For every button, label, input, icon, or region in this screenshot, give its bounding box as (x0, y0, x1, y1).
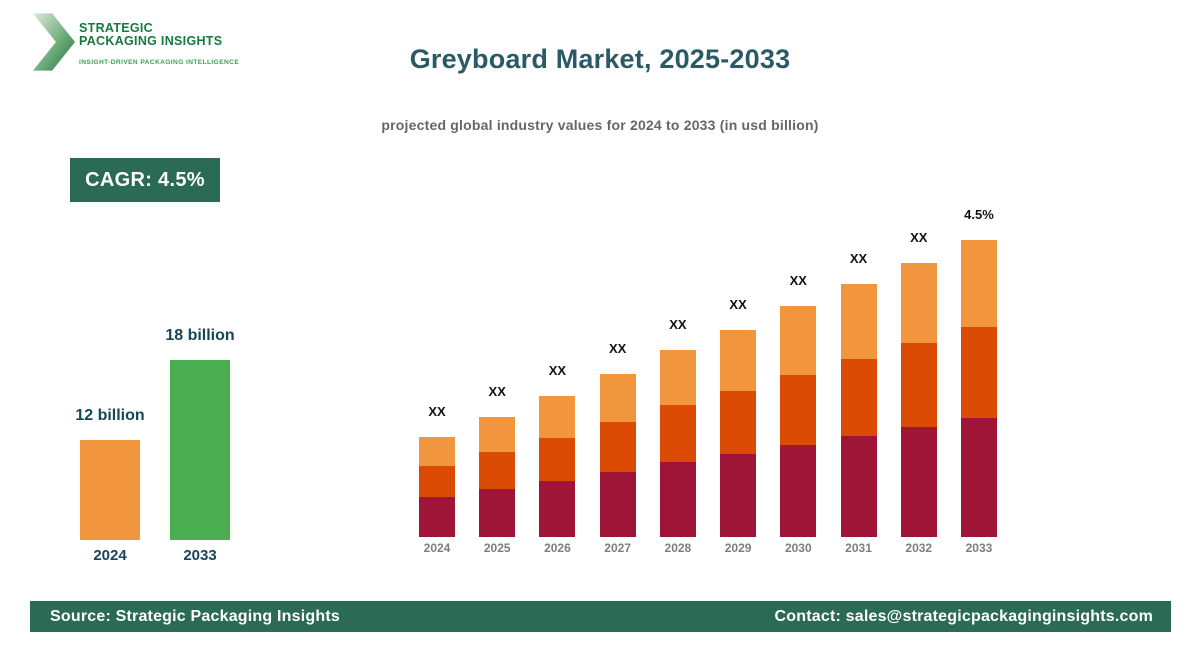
bar-segment-bottom (720, 454, 757, 537)
mini-chart-column-2024: 12 billion 2024 (75, 315, 144, 565)
bar-segment-bottom (599, 472, 636, 537)
stacked-bar-column-2033: 4.5% 2033 (960, 207, 997, 556)
bar-segment-top (900, 263, 937, 343)
stacked-bar-top-label: 4.5% (964, 207, 994, 222)
mini-bar-value-label: 12 billion (75, 407, 145, 424)
bar-segment-middle (659, 405, 696, 462)
page-title: Greyboard Market, 2025-2033 (409, 44, 791, 74)
stacked-bar-top-label: XX (608, 341, 627, 356)
stacked-bar-column-2026: XX 2026 (539, 363, 576, 556)
bar-segment-middle (960, 327, 997, 418)
stacked-bar-top-label: XX (488, 384, 506, 399)
cagr-badge: CAGR: 4.5% (70, 158, 220, 202)
mini-bar-2024 (80, 440, 140, 540)
stacked-bar-top-label: XX (729, 297, 747, 312)
bar-segment-bottom (900, 427, 937, 537)
stacked-bar-top-label: XX (428, 404, 446, 419)
mini-bar-year-label: 2024 (93, 547, 127, 564)
stacked-bar-column-2030: XX 2030 (780, 273, 817, 556)
bar-segment-middle (780, 375, 817, 445)
stacked-bar-column-2027: XX 2027 (599, 341, 636, 556)
stacked-bar-year-label: 2024 (423, 541, 451, 555)
stacked-bar-column-2028: XX 2028 (659, 317, 696, 556)
bar-segment-bottom (479, 489, 516, 537)
stacked-bar-year-label: 2030 (784, 541, 812, 555)
footer-bar: Source: Strategic Packaging Insights Con… (30, 601, 1171, 632)
mini-bar-year-label: 2033 (183, 547, 217, 564)
footer-contact-text: Contact: sales@strategicpackaginginsight… (774, 607, 1153, 625)
stacked-bar-year-label: 2028 (664, 541, 692, 555)
bar-segment-bottom (780, 445, 817, 537)
stacked-bar-top-label: XX (548, 363, 567, 378)
mini-chart-column-2033: 18 billion 2033 (165, 315, 234, 565)
bar-segment-top (720, 330, 757, 391)
stacked-bar-year-label: 2029 (724, 541, 752, 555)
bar-segment-top (539, 396, 576, 438)
stacked-bar-top-label: XX (910, 230, 928, 245)
bar-segment-top (479, 417, 516, 452)
stacked-bar-column-2031: XX 2031 (840, 251, 877, 556)
mini-bar-chart: 12 billion 2024 18 billion 2033 (75, 315, 234, 565)
bar-segment-middle (900, 343, 937, 427)
bar-segment-middle (479, 452, 516, 489)
bar-segment-top (960, 240, 997, 327)
page-subtitle: projected global industry values for 202… (381, 117, 819, 133)
bar-segment-middle (539, 438, 576, 481)
bar-segment-bottom (659, 462, 696, 537)
stacked-bar-top-label: XX (849, 251, 868, 266)
bar-segment-top (840, 284, 877, 359)
mini-bar-2033 (170, 360, 230, 540)
logo-line-1: STRATEGIC (79, 21, 153, 35)
logo-line-2: PACKAGING INSIGHTS (79, 34, 223, 49)
stacked-bar-column-2024: XX 2024 (419, 404, 455, 556)
stacked-bar-column-2025: XX 2025 (479, 384, 516, 556)
stacked-bar-top-label: XX (669, 317, 687, 332)
stacked-bar-column-2032: XX 2032 (900, 230, 937, 556)
bar-segment-top (659, 350, 696, 405)
mini-bar-value-label: 18 billion (165, 327, 235, 344)
bar-segment-top (780, 306, 817, 375)
stacked-bar-year-label: 2031 (845, 541, 872, 555)
bar-segment-middle (720, 391, 757, 454)
stacked-bar-top-label: XX (789, 273, 807, 288)
bar-segment-middle (840, 359, 877, 436)
bar-segment-middle (419, 466, 455, 497)
stacked-bar-year-label: 2025 (483, 541, 511, 555)
logo-tagline: INSIGHT-DRIVEN PACKAGING INTELLIGENCE (79, 59, 240, 67)
stacked-bar-year-label: 2033 (965, 541, 993, 555)
logo: STRATEGIC PACKAGING INSIGHTS INSIGHT-DRI… (33, 13, 239, 71)
footer-source-text: Source: Strategic Packaging Insights (50, 607, 340, 625)
bar-segment-bottom (840, 436, 877, 537)
stacked-bar-chart: XX 2024 XX 2025 XX 2026 XX 2027 XX 2028 XX 2029 XX 20… (419, 190, 997, 556)
logo-text: STRATEGIC PACKAGING INSIGHTS INSIGHT-DRI… (79, 13, 239, 71)
bar-segment-middle (599, 422, 636, 472)
bar-segment-bottom (539, 481, 576, 537)
stacked-bar-column-2029: XX 2029 (720, 297, 757, 556)
stacked-bar-year-label: 2026 (544, 541, 571, 555)
bar-segment-bottom (960, 418, 997, 537)
bar-segment-top (419, 437, 455, 466)
stacked-bar-year-label: 2027 (604, 541, 631, 555)
bar-segment-bottom (419, 497, 455, 537)
logo-chevron-icon (33, 13, 75, 71)
bar-segment-top (599, 374, 636, 422)
stacked-bar-year-label: 2032 (905, 541, 933, 555)
